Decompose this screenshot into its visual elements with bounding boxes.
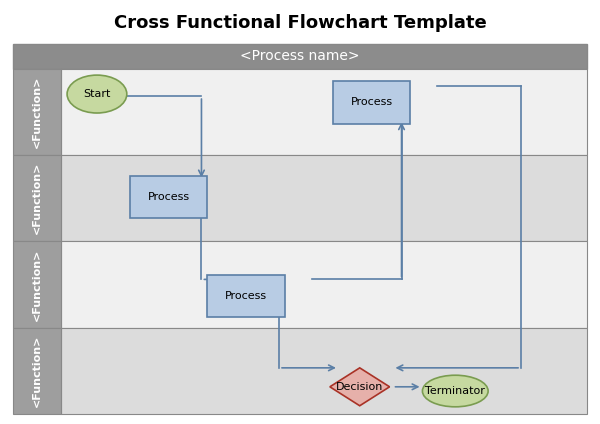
FancyBboxPatch shape — [13, 242, 61, 328]
Text: Process: Process — [225, 291, 268, 301]
Text: <Function>: <Function> — [32, 76, 42, 148]
FancyBboxPatch shape — [13, 328, 61, 414]
FancyBboxPatch shape — [333, 81, 410, 123]
FancyBboxPatch shape — [13, 69, 61, 155]
FancyBboxPatch shape — [13, 155, 61, 242]
FancyBboxPatch shape — [61, 155, 587, 242]
FancyBboxPatch shape — [61, 69, 587, 155]
Text: <Function>: <Function> — [32, 248, 42, 321]
Text: Start: Start — [83, 89, 110, 99]
Text: <Process name>: <Process name> — [240, 49, 360, 63]
Text: Terminator: Terminator — [425, 386, 485, 396]
FancyBboxPatch shape — [61, 328, 587, 414]
Ellipse shape — [67, 75, 127, 113]
Text: <Function>: <Function> — [32, 162, 42, 234]
Text: Process: Process — [148, 192, 190, 202]
Text: <Function>: <Function> — [32, 335, 42, 407]
Ellipse shape — [422, 375, 488, 407]
FancyBboxPatch shape — [130, 176, 208, 218]
FancyBboxPatch shape — [61, 242, 587, 328]
Polygon shape — [330, 368, 389, 406]
FancyBboxPatch shape — [208, 275, 285, 317]
FancyBboxPatch shape — [13, 44, 587, 69]
Text: Process: Process — [350, 98, 393, 107]
Text: Decision: Decision — [336, 382, 383, 392]
Text: Cross Functional Flowchart Template: Cross Functional Flowchart Template — [113, 14, 487, 32]
